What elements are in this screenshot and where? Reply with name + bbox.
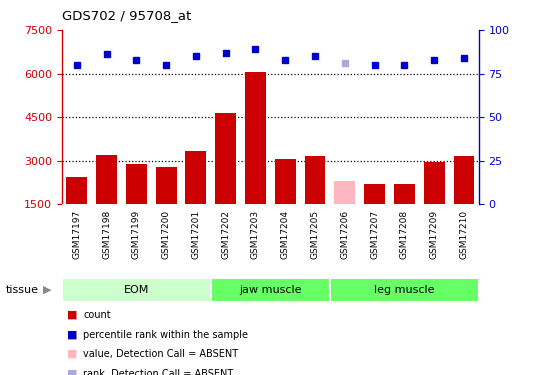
Bar [155,166,176,204]
Text: GSM17205: GSM17205 [310,210,320,260]
Bar [330,278,479,302]
Bar [215,113,236,204]
Bar [96,155,117,204]
Text: GSM17208: GSM17208 [400,210,409,260]
Text: tissue: tissue [5,285,38,295]
Bar [454,156,475,204]
Text: GSM17203: GSM17203 [251,210,260,260]
Bar [335,181,355,204]
Bar [66,177,87,204]
Text: jaw muscle: jaw muscle [239,285,302,295]
Text: GSM17201: GSM17201 [192,210,200,260]
Text: count: count [83,310,111,320]
Text: GSM17200: GSM17200 [161,210,171,260]
Bar [186,151,206,204]
Text: GSM17210: GSM17210 [459,210,469,260]
Text: ■: ■ [67,369,78,375]
Text: GSM17207: GSM17207 [370,210,379,260]
Bar [62,278,211,302]
Text: GSM17199: GSM17199 [132,210,141,260]
Bar [245,72,266,204]
Text: value, Detection Call = ABSENT: value, Detection Call = ABSENT [83,349,238,359]
Bar [305,156,325,204]
Text: GSM17202: GSM17202 [221,210,230,259]
Bar [424,162,444,204]
Text: EOM: EOM [124,285,149,295]
Text: leg muscle: leg muscle [374,285,435,295]
Bar [364,184,385,204]
Bar [275,159,296,204]
Bar [126,164,147,204]
Text: GDS702 / 95708_at: GDS702 / 95708_at [62,9,191,22]
Text: GSM17206: GSM17206 [341,210,349,260]
Text: ■: ■ [67,349,78,359]
Text: ▶: ▶ [43,285,51,295]
Text: GSM17198: GSM17198 [102,210,111,260]
Text: ■: ■ [67,310,78,320]
Text: GSM17204: GSM17204 [281,210,290,259]
Text: GSM17209: GSM17209 [430,210,438,260]
Text: rank, Detection Call = ABSENT: rank, Detection Call = ABSENT [83,369,233,375]
Text: GSM17197: GSM17197 [72,210,81,260]
Text: percentile rank within the sample: percentile rank within the sample [83,330,249,339]
Bar [394,184,415,204]
Text: ■: ■ [67,330,78,339]
Bar [211,278,330,302]
